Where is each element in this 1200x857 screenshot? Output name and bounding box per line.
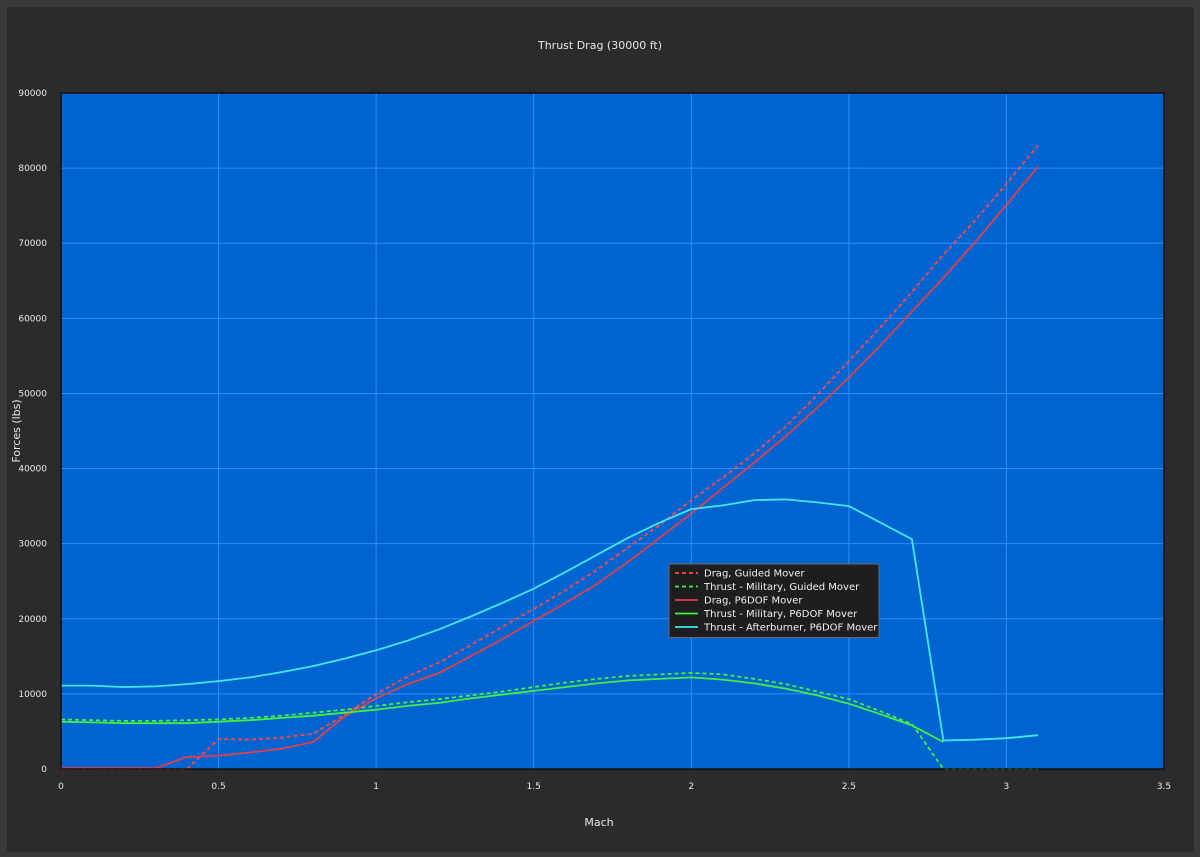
y-tick-label: 30000 [18,540,47,550]
x-tick-label: 2 [688,782,694,792]
window-frame-right [1194,0,1200,857]
x-tick-label: 0.5 [211,782,225,792]
window-frame-top [0,0,1200,7]
y-tick-label: 0 [41,765,47,775]
series-line-4 [60,676,944,743]
series-line-2 [60,672,1038,770]
x-tick-label: 2.5 [842,782,856,792]
series-line-5 [61,498,1038,742]
plot-area [61,93,1164,769]
y-tick-label: 10000 [18,690,47,700]
plot-border [60,92,1165,770]
chart-title: Thrust Drag (30000 ft) [537,39,662,52]
x-tick-label: 3.5 [1157,782,1171,792]
series-line-1 [61,145,1039,770]
legend-label: Thrust - Afterburner, P6DOF Mover [703,623,878,634]
y-tick-label: 40000 [18,465,47,475]
y-tick-label: 20000 [18,615,47,625]
y-tick-label: 50000 [18,389,47,399]
y-tick-label: 70000 [18,239,47,249]
window-frame-bottom [0,852,1200,857]
series-layer [60,145,1039,770]
x-axis-ticks: 0 0.5 1 1.5 2 2.5 3 3.5 [58,782,1171,792]
x-tick-label: 1.5 [527,782,541,792]
x-tick-label: 1 [373,782,379,792]
y-tick-label: 60000 [18,314,47,324]
x-axis-label: Mach [584,816,613,829]
legend-label: Thrust - Military, Guided Mover [703,582,860,593]
series-line-3 [61,166,1039,770]
y-axis-label: Forces (lbs) [10,399,23,462]
legend-label: Drag, Guided Mover [704,569,805,580]
legend: Drag, Guided Mover Thrust - Military, Gui… [668,563,880,638]
y-tick-label: 90000 [18,89,47,99]
legend-label: Thrust - Military, P6DOF Mover [703,609,858,620]
legend-label: Drag, P6DOF Mover [704,596,803,607]
y-axis-ticks: 0 10000 20000 30000 40000 50000 60000 70000 8000… [18,89,47,775]
grid-lines [61,93,1164,769]
legend-box [668,563,880,638]
x-tick-label: 0 [58,782,64,792]
window-frame-left [0,0,7,857]
y-tick-label: 80000 [18,164,47,174]
x-tick-label: 3 [1004,782,1010,792]
